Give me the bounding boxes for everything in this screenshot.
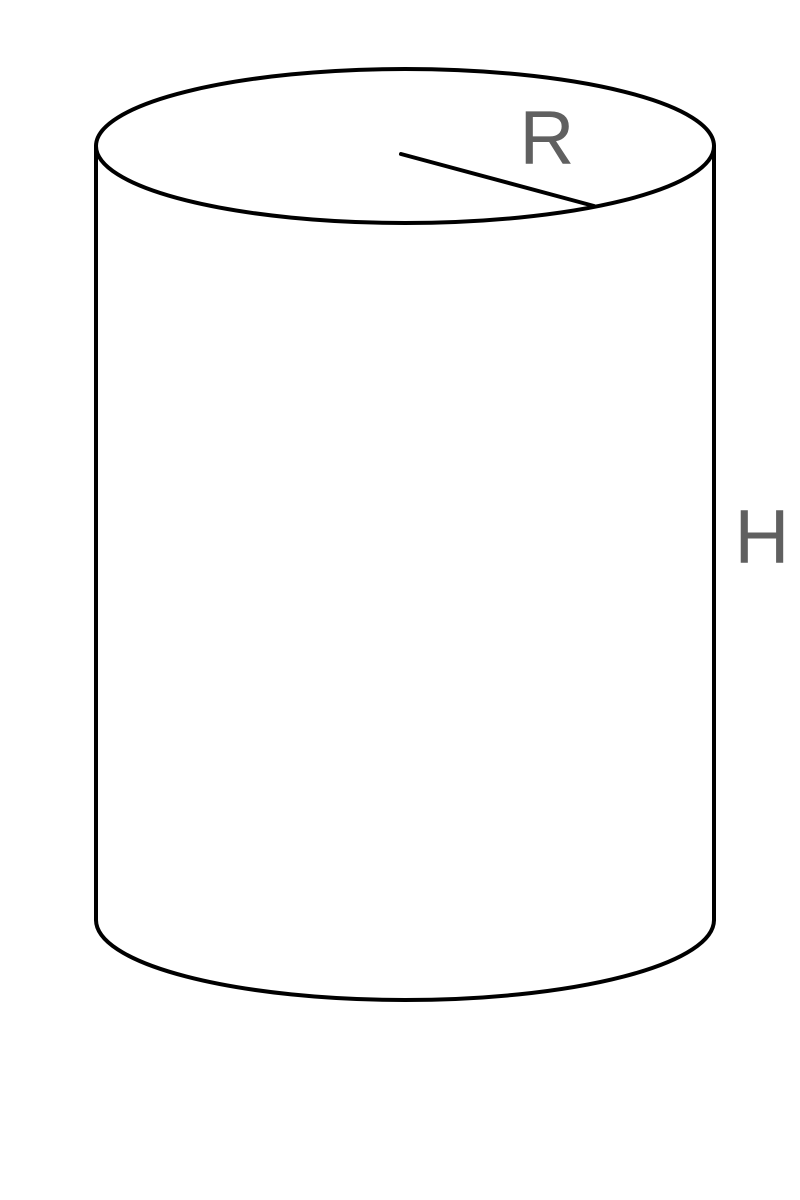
cylinder-bottom-arc: [94, 918, 716, 1002]
radius-line: [399, 152, 596, 208]
cylinder-top-ellipse: [94, 67, 716, 225]
height-label: H: [735, 495, 790, 580]
radius-label: R: [520, 96, 575, 181]
